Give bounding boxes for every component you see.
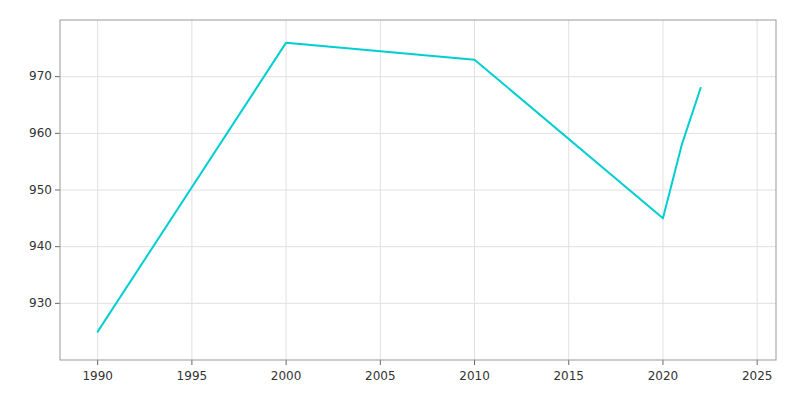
y-tick [55, 190, 60, 191]
y-grid-line [60, 246, 776, 247]
x-tick-label: 1990 [82, 369, 113, 383]
y-tick [55, 133, 60, 134]
x-tick [568, 360, 569, 365]
plot-frame [60, 20, 776, 360]
y-tick-label: 970 [29, 69, 52, 83]
y-tick [55, 246, 60, 247]
x-tick [97, 360, 98, 365]
y-tick-label: 960 [29, 126, 52, 140]
y-grid-line [60, 133, 776, 134]
x-grid-line [757, 20, 758, 360]
y-tick-label: 940 [29, 239, 52, 253]
y-grid-line [60, 303, 776, 304]
x-tick [757, 360, 758, 365]
x-tick-label: 2000 [271, 369, 302, 383]
x-tick [474, 360, 475, 365]
plot-area [98, 43, 701, 332]
axes: 930 940 950 960 970 1990 1995 2000 2005 2010 2015 2… [29, 20, 776, 383]
x-grid-line [191, 20, 192, 360]
x-tick [191, 360, 192, 365]
y-tick [55, 303, 60, 304]
x-tick [286, 360, 287, 365]
x-tick-label: 2010 [459, 369, 490, 383]
x-grid-line [97, 20, 98, 360]
x-tick-label: 2025 [742, 369, 773, 383]
x-grid-line [286, 20, 287, 360]
population-line [98, 43, 701, 332]
y-grid-line [60, 190, 776, 191]
grid [60, 20, 776, 360]
x-tick [380, 360, 381, 365]
y-tick [55, 76, 60, 77]
y-grid-line [60, 76, 776, 77]
x-tick-label: 2020 [648, 369, 679, 383]
x-tick-label: 2015 [553, 369, 584, 383]
x-grid-line [474, 20, 475, 360]
x-tick-label: 2005 [365, 369, 396, 383]
y-tick-label: 930 [29, 296, 52, 310]
x-grid-line [662, 20, 663, 360]
chart-svg: 930 940 950 960 970 1990 1995 2000 2005 2010 2015 2… [0, 0, 800, 400]
chart-container: 930 940 950 960 970 1990 1995 2000 2005 2010 2015 2… [0, 0, 800, 400]
x-tick-label: 1995 [177, 369, 208, 383]
x-grid-line [568, 20, 569, 360]
x-tick [662, 360, 663, 365]
x-grid-line [380, 20, 381, 360]
y-tick-label: 950 [29, 183, 52, 197]
